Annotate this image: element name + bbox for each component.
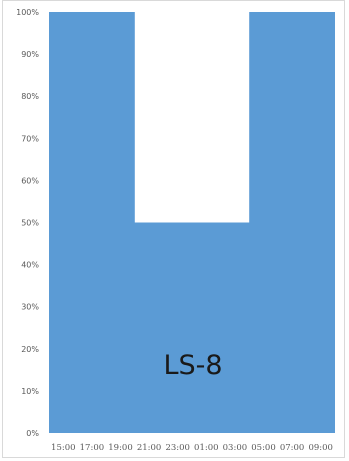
chart-annotation: LS-8 bbox=[163, 350, 222, 381]
y-tick-label: 20% bbox=[21, 345, 39, 354]
x-tick-label: 03:00 bbox=[223, 443, 248, 453]
y-tick-label: 70% bbox=[21, 134, 39, 143]
x-tick-label: 17:00 bbox=[80, 443, 105, 453]
x-tick-label: 15:00 bbox=[51, 443, 76, 453]
x-tick-label: 19:00 bbox=[108, 443, 133, 453]
y-tick-label: 50% bbox=[21, 219, 39, 228]
y-tick-label: 30% bbox=[21, 303, 39, 312]
y-tick-label: 0% bbox=[26, 429, 39, 438]
y-tick-label: 40% bbox=[21, 261, 39, 270]
x-axis-ticks: 15:00 17:00 19:00 21:00 23:00 01:00 03:00 05:00… bbox=[51, 443, 333, 453]
y-tick-label: 100% bbox=[16, 8, 39, 17]
x-tick-label: 23:00 bbox=[165, 443, 190, 453]
x-tick-label: 09:00 bbox=[308, 443, 333, 453]
y-tick-label: 80% bbox=[21, 92, 39, 101]
plot-area bbox=[49, 12, 335, 433]
x-tick-label: 21:00 bbox=[137, 443, 162, 453]
y-axis-ticks: 0% 10% 20% 30% 40% 50% 60% 70% 80% 90% 100% bbox=[16, 8, 39, 438]
x-tick-label: 07:00 bbox=[280, 443, 305, 453]
y-tick-label: 90% bbox=[21, 50, 39, 59]
y-tick-label: 10% bbox=[21, 387, 39, 396]
area-series-0 bbox=[49, 12, 335, 433]
y-tick-label: 60% bbox=[21, 176, 39, 185]
x-tick-label: 01:00 bbox=[194, 443, 219, 453]
x-tick-label: 05:00 bbox=[251, 443, 276, 453]
